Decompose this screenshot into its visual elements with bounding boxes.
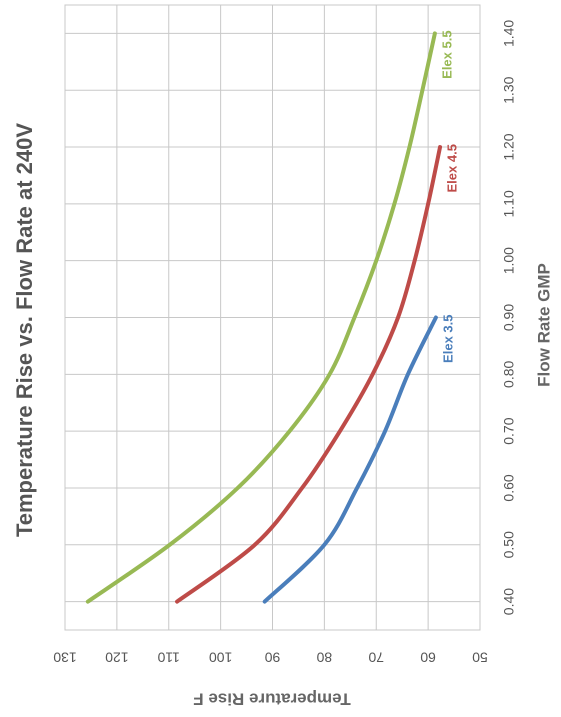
y-tick-label: 120 (105, 649, 129, 665)
chart-title: Temperature Rise vs. Flow Rate at 240V (12, 123, 37, 537)
series-label: Elex 5.5 (439, 30, 454, 78)
x-tick-label: 0.70 (501, 417, 517, 444)
y-tick-label: 110 (157, 649, 180, 665)
y-tick-label: 60 (420, 649, 436, 665)
series-label: Elex 4.5 (444, 144, 459, 192)
y-tick-label: 100 (209, 649, 233, 665)
x-tick-label: 1.00 (501, 247, 517, 274)
series-line (262, 315, 438, 604)
x-tick-label: 0.80 (501, 360, 517, 387)
y-tick-label: 80 (316, 649, 332, 665)
x-tick-label: 1.20 (501, 133, 517, 160)
x-tick-label: 0.50 (501, 531, 517, 558)
series-line (85, 31, 437, 604)
x-tick-label: 1.10 (501, 190, 517, 217)
series-line (175, 145, 443, 604)
y-axis-title: Temperature Rise F (193, 690, 350, 709)
series-label: Elex 3.5 (440, 315, 455, 363)
y-tick-label: 130 (53, 649, 77, 665)
y-tick-label: 70 (368, 649, 384, 665)
x-tick-label: 1.30 (501, 76, 517, 103)
x-tick-label: 1.40 (501, 20, 517, 47)
x-axis-title: Flow Rate GMP (534, 263, 553, 387)
x-tick-label: 0.60 (501, 474, 517, 501)
y-tick-label: 50 (472, 649, 488, 665)
y-tick-label: 90 (265, 649, 281, 665)
x-tick-label: 0.90 (501, 304, 517, 331)
x-tick-label: 0.40 (501, 588, 517, 615)
